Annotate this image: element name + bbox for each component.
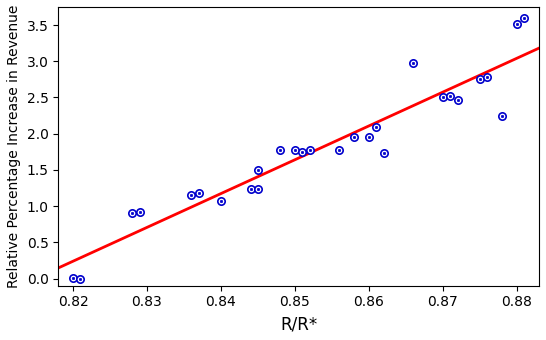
Point xyxy=(498,114,507,119)
Point xyxy=(253,186,262,191)
Point xyxy=(513,21,521,26)
Point xyxy=(520,15,529,20)
Point xyxy=(69,275,78,280)
Point xyxy=(350,134,359,139)
Point xyxy=(305,147,314,152)
Point xyxy=(76,276,85,281)
Point xyxy=(69,275,78,280)
Point xyxy=(476,76,484,82)
Point xyxy=(335,147,343,152)
Point xyxy=(483,74,491,80)
Point xyxy=(246,187,255,192)
Point xyxy=(409,60,418,65)
Point xyxy=(483,74,491,80)
Point xyxy=(365,135,373,140)
Point xyxy=(438,95,447,100)
Point xyxy=(276,148,284,153)
Point xyxy=(372,124,381,130)
Point xyxy=(379,151,388,156)
Point xyxy=(246,187,255,192)
Point xyxy=(453,97,462,102)
Point xyxy=(187,192,196,197)
Point xyxy=(520,15,529,20)
Point xyxy=(128,210,136,215)
Point xyxy=(498,114,507,119)
Point xyxy=(217,198,225,204)
Point xyxy=(290,148,299,153)
Point xyxy=(446,93,455,99)
Point xyxy=(446,93,455,99)
Point xyxy=(128,210,136,215)
Point xyxy=(290,148,299,153)
Point xyxy=(253,167,262,173)
Point xyxy=(135,209,144,215)
Point xyxy=(194,190,203,196)
Point xyxy=(513,21,521,26)
Point xyxy=(379,151,388,156)
Point xyxy=(453,97,462,102)
Point xyxy=(187,192,196,197)
Point xyxy=(217,198,225,204)
Point xyxy=(365,135,373,140)
Point xyxy=(409,60,418,65)
Point xyxy=(305,147,314,152)
Point xyxy=(253,186,262,191)
Point xyxy=(298,149,307,154)
Point xyxy=(476,76,484,82)
Point xyxy=(438,95,447,100)
Point xyxy=(135,209,144,215)
X-axis label: R/R*: R/R* xyxy=(280,315,317,333)
Point xyxy=(253,167,262,173)
Point xyxy=(350,134,359,139)
Point xyxy=(298,149,307,154)
Point xyxy=(372,124,381,130)
Point xyxy=(276,148,284,153)
Point xyxy=(76,276,85,281)
Point xyxy=(335,147,343,152)
Y-axis label: Relative Percentage Increase in Revenue: Relative Percentage Increase in Revenue xyxy=(7,5,21,288)
Point xyxy=(194,190,203,196)
